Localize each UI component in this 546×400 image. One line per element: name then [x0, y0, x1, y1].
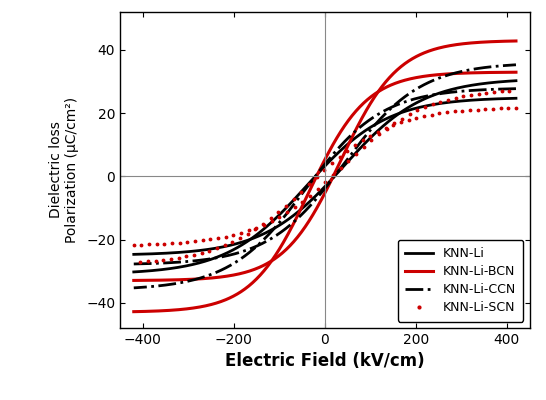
- X-axis label: Electric Field (kV/cm): Electric Field (kV/cm): [225, 352, 425, 370]
- Legend: KNN-Li, KNN-Li-BCN, KNN-Li-CCN, KNN-Li-SCN: KNN-Li, KNN-Li-BCN, KNN-Li-CCN, KNN-Li-S…: [397, 240, 524, 322]
- Y-axis label: Dielectric loss
Polarization (μC/cm²): Dielectric loss Polarization (μC/cm²): [49, 97, 79, 243]
